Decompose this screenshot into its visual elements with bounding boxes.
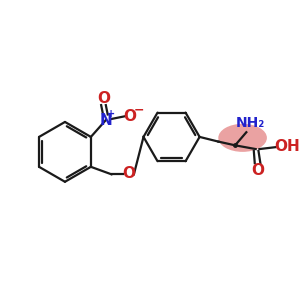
Text: +: + xyxy=(107,110,116,119)
Text: O: O xyxy=(122,166,135,181)
Text: O: O xyxy=(251,163,264,178)
Text: NH₂: NH₂ xyxy=(236,116,265,130)
Text: OH: OH xyxy=(274,139,300,154)
Text: −: − xyxy=(133,103,144,116)
Ellipse shape xyxy=(218,124,267,152)
Text: O: O xyxy=(124,109,136,124)
Text: O: O xyxy=(98,91,110,106)
Text: N: N xyxy=(100,112,112,128)
